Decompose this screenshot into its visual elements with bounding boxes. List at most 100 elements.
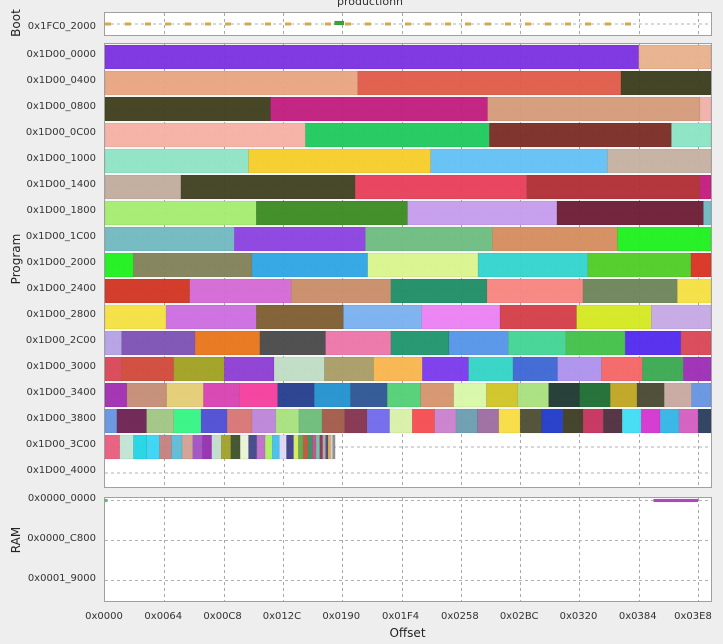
segment-bar[interactable] [325,330,392,356]
segment-bar[interactable] [541,408,564,434]
segment-bar[interactable] [239,382,278,408]
segment-bar[interactable] [411,408,436,434]
segment-bar[interactable] [181,434,194,460]
segment-bar[interactable] [602,408,623,434]
segment-bar[interactable] [133,434,147,460]
segment-bar[interactable] [582,278,678,304]
segment-bar[interactable] [565,330,626,356]
segment-bar[interactable] [624,330,682,356]
segment-bar[interactable] [430,148,608,174]
segment-bar[interactable] [275,408,300,434]
segment-bar[interactable] [420,382,454,408]
segment-bar[interactable] [636,382,665,408]
segment-bar[interactable] [105,330,122,356]
segment-bar[interactable] [105,252,134,278]
segment-bar[interactable] [344,408,368,434]
segment-bar[interactable] [272,434,280,460]
segment-bar[interactable] [256,434,266,460]
segment-bar[interactable] [638,44,711,70]
segment-bar[interactable] [324,356,374,382]
segment-bar[interactable] [557,356,602,382]
segment-bar[interactable] [607,148,711,174]
segment-bar[interactable] [517,382,549,408]
segment-bar[interactable] [610,382,638,408]
segment-bar[interactable] [556,200,704,226]
segment-bar[interactable] [365,226,493,252]
segment-bar[interactable] [116,408,147,434]
segment-bar[interactable] [173,356,225,382]
segment-bar[interactable] [239,434,249,460]
segment-bar[interactable] [697,408,711,434]
segment-bar[interactable] [171,434,183,460]
segment-bar[interactable] [105,434,121,460]
segment-bar[interactable] [671,122,711,148]
segment-bar[interactable] [105,356,122,382]
segment-bar[interactable] [486,278,584,304]
segment-bar[interactable] [512,356,558,382]
segment-bar[interactable] [315,434,320,460]
segment-bar[interactable] [121,356,175,382]
segment-bar[interactable] [680,330,711,356]
segment-bar[interactable] [321,408,345,434]
segment-bar[interactable] [526,174,701,200]
segment-bar[interactable] [690,252,711,278]
segment-bar[interactable] [286,434,294,460]
segment-bar[interactable] [492,226,618,252]
segment-bar[interactable] [683,356,711,382]
segment-bar[interactable] [562,408,584,434]
segment-bar[interactable] [576,304,652,330]
segment-bar[interactable] [119,434,134,460]
segment-bar[interactable] [367,252,479,278]
segment-bar[interactable] [468,356,514,382]
segment-bar[interactable] [477,252,589,278]
segment-bar[interactable] [421,304,501,330]
segment-bar[interactable] [305,122,490,148]
segment-bar[interactable] [434,408,457,434]
segment-bar[interactable] [146,434,160,460]
segment-bar[interactable] [189,278,292,304]
segment-bar[interactable] [448,330,509,356]
segment-bar[interactable] [373,356,423,382]
segment-bar[interactable] [487,96,701,122]
segment-bar[interactable] [133,252,253,278]
segment-bar[interactable] [319,434,323,460]
segment-bar[interactable] [330,434,334,460]
segment-bar[interactable] [105,498,108,503]
segment-bar[interactable] [277,382,315,408]
segment-bar[interactable] [293,434,299,460]
segment-bar[interactable] [105,408,118,434]
segment-bar[interactable] [499,304,577,330]
segment-bar[interactable] [508,330,567,356]
segment-bar[interactable] [477,408,500,434]
segment-bar[interactable] [251,408,277,434]
segment-bar[interactable] [355,174,527,200]
segment-bar[interactable] [126,382,167,408]
segment-bar[interactable] [677,278,711,304]
segment-bar[interactable] [325,434,329,460]
segment-bar[interactable] [653,498,699,503]
segment-bar[interactable] [390,278,488,304]
segment-bar[interactable] [248,434,258,460]
segment-bar[interactable] [105,304,167,330]
segment-bar[interactable] [165,304,257,330]
segment-bar[interactable] [180,174,356,200]
segment-bar[interactable] [699,174,711,200]
segment-bar[interactable] [699,96,711,122]
segment-bar[interactable] [489,122,672,148]
segment-bar[interactable] [664,382,692,408]
segment-bar[interactable] [343,304,422,330]
segment-bar[interactable] [105,44,640,70]
segment-bar[interactable] [121,330,196,356]
segment-bar[interactable] [105,200,257,226]
segment-bar[interactable] [200,408,228,434]
segment-bar[interactable] [620,70,711,96]
segment-bar[interactable] [642,356,684,382]
segment-bar[interactable] [357,70,622,96]
segment-bar[interactable] [273,356,325,382]
segment-bar[interactable] [298,408,323,434]
segment-bar[interactable] [255,304,344,330]
segment-bar[interactable] [255,200,408,226]
segment-bar[interactable] [389,408,413,434]
segment-bar[interactable] [223,356,275,382]
segment-bar[interactable] [166,382,204,408]
